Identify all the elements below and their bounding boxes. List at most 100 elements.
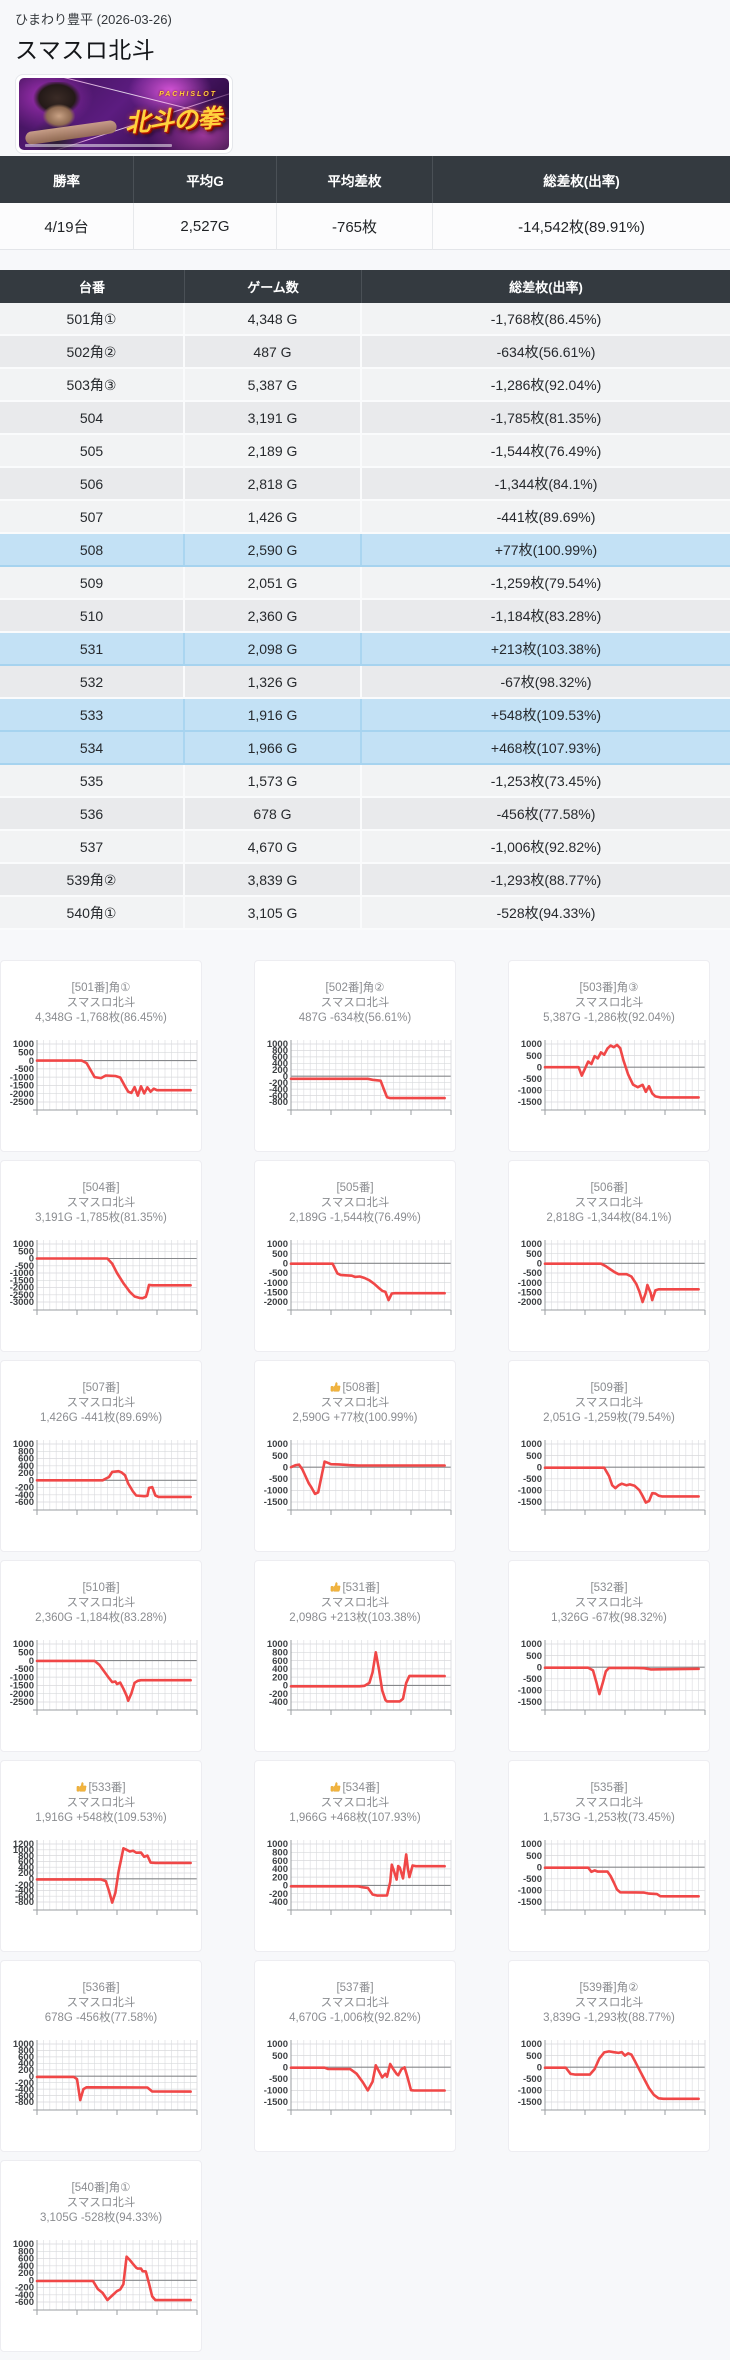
chart-header: [510番] スマスロ北斗 2,360G -1,184枚(83.28%) [1,1581,201,1626]
table-row[interactable]: 503角③ 5,387 G -1,286枚(92.04%) [0,369,730,402]
chart-card[interactable]: [507番] スマスロ北斗 1,426G -441枚(89.69%) 1000 800 6… [0,1360,202,1552]
svg-text:1000: 1000 [267,1639,288,1650]
chart-machine-name: スマスロ北斗 [66,1997,136,2009]
svg-text:-1500: -1500 [518,2097,542,2108]
chart-card[interactable]: [509番] スマスロ北斗 2,051G -1,259枚(79.54%) 1000 50… [508,1360,710,1552]
chart-card[interactable]: [502番]角② スマスロ北斗 487G -634枚(56.61%) 1000 800 6… [254,960,456,1152]
table-row[interactable]: 506 2,818 G -1,344枚(84.1%) [0,468,730,501]
svg-text:0: 0 [283,1071,288,1082]
svg-text:-2500: -2500 [10,1697,34,1708]
chart-card[interactable]: [533番] スマスロ北斗 1,916G +548枚(109.53%) 1200 100… [0,1760,202,1952]
games-cell: 1,326 G [185,666,362,697]
table-row[interactable]: 531 2,098 G +213枚(103.38%) [0,633,730,666]
chart-header: [501番]角① スマスロ北斗 4,348G -1,768枚(86.45%) [1,981,201,1026]
table-row[interactable]: 539角② 3,839 G -1,293枚(88.77%) [0,864,730,897]
diff-cell: -456枚(77.58%) [362,798,730,829]
table-row[interactable]: 534 1,966 G +468枚(107.93%) [0,732,730,765]
table-row[interactable]: 532 1,326 G -67枚(98.32%) [0,666,730,699]
table-row[interactable]: 533 1,916 G +548枚(109.53%) [0,699,730,732]
machine-table-body: 501角① 4,348 G -1,768枚(86.45%) 502角② 487 G -63… [0,303,730,930]
table-row[interactable]: 536 678 G -456枚(77.58%) [0,798,730,831]
chart-card[interactable]: [532番] スマスロ北斗 1,326G -67枚(98.32%) 1000 500 0-… [508,1560,710,1752]
unit-cell: 503角③ [0,369,185,400]
svg-text:400: 400 [18,1461,34,1472]
table-row[interactable]: 537 4,670 G -1,006枚(92.82%) [0,831,730,864]
unit-cell: 504 [0,402,185,433]
unit-cell: 510 [0,600,185,631]
svg-text:1000: 1000 [267,1239,288,1250]
col-header-unit: 台番 [0,270,185,303]
games-cell: 3,839 G [185,864,362,895]
svg-text:500: 500 [18,1648,34,1659]
chart-machine-name: スマスロ北斗 [320,1797,390,1809]
chart-header: [506番] スマスロ北斗 2,818G -1,344枚(84.1%) [509,1181,709,1226]
summary-value-row: 4/19台 2,527G -765枚 -14,542枚(89.91%) [0,203,730,250]
svg-text:0: 0 [29,2276,34,2287]
chart-card[interactable]: [535番] スマスロ北斗 1,573G -1,253枚(73.45%) 1000 50… [508,1760,710,1952]
svg-text:500: 500 [18,1048,34,1059]
chart-machine-name: スマスロ北斗 [66,2197,136,2209]
chart-card[interactable]: [506番] スマスロ北斗 2,818G -1,344枚(84.1%) 1000 500… [508,1160,710,1352]
chart-stats-line: 1,916G +548枚(109.53%) [35,1812,167,1824]
games-cell: 1,426 G [185,501,362,532]
chart-machine-label: [507番] [82,1382,120,1394]
chart-card[interactable]: [539番]角② スマスロ北斗 3,839G -1,293枚(88.77%) 1000… [508,1960,710,2152]
svg-text:-500: -500 [15,1664,34,1675]
chart-machine-name: スマスロ北斗 [574,997,644,1009]
svg-text:-1000: -1000 [10,1072,34,1083]
svg-text:800: 800 [18,1851,34,1862]
svg-text:-1500: -1500 [518,1497,542,1508]
table-row[interactable]: 509 2,051 G -1,259枚(79.54%) [0,567,730,600]
chart-card[interactable]: [531番] スマスロ北斗 2,098G +213枚(103.38%) 1000 800… [254,1560,456,1752]
table-row[interactable]: 505 2,189 G -1,544枚(76.49%) [0,435,730,468]
chart-machine-label: [502番]角② [325,982,385,994]
table-row[interactable]: 507 1,426 G -441枚(89.69%) [0,501,730,534]
chart-stats-line: 1,573G -1,253枚(73.45%) [543,1812,675,1824]
chart-card[interactable]: [534番] スマスロ北斗 1,966G +468枚(107.93%) 1000 800… [254,1760,456,1952]
table-row[interactable]: 502角② 487 G -634枚(56.61%) [0,336,730,369]
diff-cell: -67枚(98.32%) [362,666,730,697]
table-row[interactable]: 510 2,360 G -1,184枚(83.28%) [0,600,730,633]
banner-copyright-line [25,144,172,147]
machine-table-header-row: 台番 ゲーム数 総差枚(出率) [0,270,730,303]
svg-text:0: 0 [29,2071,34,2082]
table-row[interactable]: 540角① 3,105 G -528枚(94.33%) [0,897,730,930]
games-cell: 2,189 G [185,435,362,466]
table-row[interactable]: 535 1,573 G -1,253枚(73.45%) [0,765,730,798]
summary-table: 勝率 平均G 平均差枚 総差枚(出率) 4/19台 2,527G -765枚 -… [0,156,730,250]
svg-text:-400: -400 [269,1084,288,1095]
svg-text:-2000: -2000 [10,1283,34,1294]
chart-card[interactable]: [540番]角① スマスロ北斗 3,105G -528枚(94.33%) 1000 80… [0,2160,202,2352]
table-row[interactable]: 501角① 4,348 G -1,768枚(86.45%) [0,303,730,336]
svg-text:800: 800 [272,1046,288,1057]
diff-cell: -1,344枚(84.1%) [362,468,730,499]
svg-text:-2000: -2000 [518,1297,542,1308]
chart-header: [531番] スマスロ北斗 2,098G +213枚(103.38%) [255,1581,455,1626]
svg-text:400: 400 [272,1664,288,1675]
svg-text:400: 400 [18,2059,34,2070]
svg-text:-3000: -3000 [10,1297,34,1308]
table-row[interactable]: 508 2,590 G +77枚(100.99%) [0,534,730,567]
chart-card[interactable]: [503番]角③ スマスロ北斗 5,387G -1,286枚(92.04%) 1000… [508,960,710,1152]
chart-card[interactable]: [537番] スマスロ北斗 4,670G -1,006枚(92.82%) 1000 50… [254,1960,456,2152]
machine-banner[interactable]: PACHISLOT 北斗の拳 [15,74,233,154]
svg-text:800: 800 [18,2046,34,2057]
svg-text:-1000: -1000 [518,1278,542,1289]
chart-card[interactable]: [510番] スマスロ北斗 2,360G -1,184枚(83.28%) 1000 50… [0,1560,202,1752]
chart-machine-label: [510番] [82,1582,120,1594]
chart-card[interactable]: [505番] スマスロ北斗 2,189G -1,544枚(76.49%) 1000 50… [254,1160,456,1352]
chart-card[interactable]: [501番]角① スマスロ北斗 4,348G -1,768枚(86.45%) 1000… [0,960,202,1152]
table-row[interactable]: 504 3,191 G -1,785枚(81.35%) [0,402,730,435]
chart-card[interactable]: [508番] スマスロ北斗 2,590G +77枚(100.99%) 1000 500 0… [254,1360,456,1552]
chart-card[interactable]: [504番] スマスロ北斗 3,191G -1,785枚(81.35%) 1000 50… [0,1160,202,1352]
chart-card[interactable]: [536番] スマスロ北斗 678G -456枚(77.58%) 1000 800 600… [0,1960,202,2152]
chart-stats-line: 4,670G -1,006枚(92.82%) [289,2012,421,2024]
chart-header: [540番]角① スマスロ北斗 3,105G -528枚(94.33%) [1,2181,201,2226]
chart-machine-name: スマスロ北斗 [66,1597,136,1609]
diff-cell: -1,006枚(92.82%) [362,831,730,862]
unit-cell: 535 [0,765,185,796]
chart-stats-line: 2,590G +77枚(100.99%) [292,1412,418,1424]
